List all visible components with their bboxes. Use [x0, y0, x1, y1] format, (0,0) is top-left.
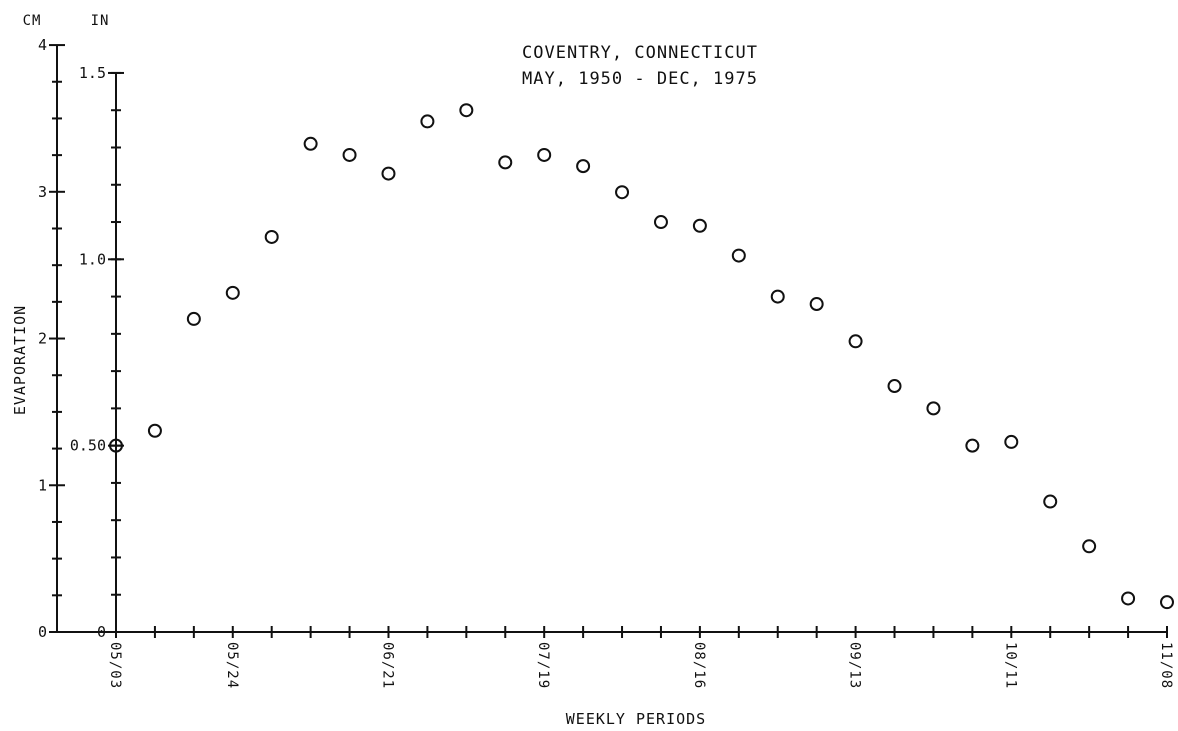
unit-label-in: IN [91, 13, 110, 29]
x-tick-label: 11/08 [1158, 642, 1174, 689]
data-point [498, 155, 513, 170]
chart-axes [56, 45, 1167, 633]
y-tick-cm-label: 2 [38, 330, 47, 348]
data-point [186, 311, 201, 326]
data-point [459, 103, 474, 118]
data-point [1082, 539, 1097, 554]
data-point [109, 438, 123, 453]
data-point [653, 215, 668, 230]
y-tick-in-label: 1.0 [79, 250, 106, 268]
data-points [109, 103, 1174, 610]
x-tick-label: 06/21 [379, 642, 395, 689]
data-point [1160, 595, 1174, 610]
data-point [1121, 591, 1136, 606]
x-tick-label: 08/16 [691, 642, 707, 689]
y-ticks-in: 0 0.50 1.0 1.5 [70, 64, 124, 641]
data-point [965, 438, 980, 453]
y-tick-cm-label: 3 [38, 183, 47, 201]
data-point [147, 423, 162, 438]
y-tick-in-label: 1.5 [79, 64, 106, 82]
x-tick-label: 09/13 [847, 642, 863, 689]
data-point [887, 379, 902, 394]
y-tick-in-label: 0.50 [70, 437, 106, 455]
data-point [420, 114, 435, 129]
data-point [770, 289, 785, 304]
x-axis-label: WEEKLY PERIODS [566, 710, 706, 728]
data-point [615, 185, 630, 200]
data-point [303, 136, 318, 151]
data-point [381, 166, 396, 181]
x-ticks: 05/03 05/24 06/21 07/19 08/16 09/13 10/11 11/08 [107, 626, 1174, 689]
data-point [537, 147, 552, 162]
y-tick-cm-label: 0 [38, 623, 47, 641]
x-tick-label: 10/11 [1002, 642, 1018, 689]
y-tick-in-label: 0 [97, 623, 106, 641]
y-ticks-cm: 0 1 2 3 4 [38, 36, 65, 641]
unit-label-cm: CM [23, 13, 42, 29]
data-point [225, 285, 240, 300]
y-tick-cm-label: 1 [38, 476, 47, 494]
chart-title-line2: MAY, 1950 - DEC, 1975 [522, 69, 758, 89]
data-point [342, 147, 357, 162]
data-point [848, 334, 863, 349]
y-axis-label: EVAPORATION [11, 305, 29, 415]
data-point [731, 248, 746, 263]
data-point [264, 229, 279, 244]
data-point [1043, 494, 1058, 509]
data-point [809, 297, 824, 312]
data-point [926, 401, 941, 416]
x-tick-label: 07/19 [535, 642, 551, 689]
data-point [576, 159, 591, 174]
chart-title-line1: COVENTRY, CONNECTICUT [522, 43, 758, 63]
x-tick-label: 05/03 [107, 642, 123, 689]
y-tick-cm-label: 4 [38, 36, 47, 54]
data-point [692, 218, 707, 233]
x-tick-label: 05/24 [224, 642, 240, 689]
data-point [1004, 434, 1019, 449]
